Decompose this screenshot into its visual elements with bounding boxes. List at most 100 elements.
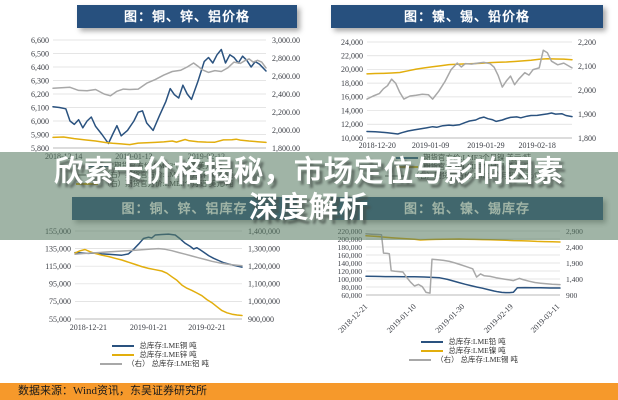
chart-title-copper-zinc-aluminum-price: 图：铜、锌、铝价格 — [77, 5, 297, 28]
left-axis-tick-label: 6,300 — [31, 76, 49, 85]
right-axis-tick-label: 1,300,000 — [248, 244, 280, 253]
legend-line-marker — [100, 362, 123, 365]
data-source-footer: 数据来源：Wind资讯，东吴证券研究所 — [0, 383, 618, 400]
left-axis-tick-label: 55,000 — [49, 315, 71, 324]
left-axis-tick-label: 135,000 — [45, 244, 71, 253]
right-axis-tick-label: 2,600.00 — [272, 72, 300, 81]
series-line — [52, 58, 267, 97]
x-axis-date-label: 2019-02-21 — [188, 323, 225, 332]
right-axis-tick-label: 2,400 — [566, 243, 583, 252]
left-axis-tick-label: 160,000 — [338, 251, 363, 260]
legend-line-marker — [409, 358, 432, 361]
right-axis-tick-label: 2,200.00 — [272, 108, 300, 117]
left-axis-tick-label: 6,600 — [31, 36, 49, 45]
right-axis-tick-label: 2,100 — [578, 62, 596, 71]
series-line — [365, 275, 561, 294]
x-axis-date-label: 2019-01-10 — [385, 302, 418, 335]
right-axis-tick-label: 2,200 — [578, 38, 596, 47]
left-axis-tick-label: 24,000 — [341, 38, 363, 47]
legend-label: 总库存:LME锌 吨 — [139, 350, 197, 359]
right-axis-tick-label: 2,000.00 — [272, 126, 300, 135]
x-axis-date-label: 2019-01-30 — [434, 302, 467, 335]
legend-line-marker — [421, 349, 444, 352]
x-axis-date-label: 2018-12-20 — [359, 141, 396, 150]
x-axis-date-label: 2018-12-21 — [70, 323, 107, 332]
series-line — [366, 49, 573, 100]
left-axis-tick-label: 115,000 — [45, 262, 71, 271]
left-axis-tick-label: 75,000 — [49, 297, 71, 306]
right-axis-tick-label: 2,000 — [578, 86, 596, 95]
left-axis-tick-label: 120,000 — [338, 267, 363, 276]
left-axis-tick-label: 18,000 — [341, 79, 363, 88]
left-axis-tick-label: 12,000 — [341, 120, 363, 129]
banner-title-line2: 深度解析 — [248, 192, 369, 224]
left-axis-tick-label: 6,200 — [31, 90, 49, 99]
right-axis-tick-label: 900 — [566, 291, 578, 300]
series-line — [366, 112, 573, 135]
right-axis-tick-label: 1,400 — [566, 275, 583, 284]
left-axis-tick-label: 95,000 — [49, 280, 71, 289]
series-line — [365, 233, 561, 294]
left-axis-tick-label: 100,000 — [338, 275, 363, 284]
legend-row: （右） 总库存:LME铝 吨 — [100, 359, 209, 368]
x-axis-date-label: 2019-02-19 — [482, 302, 515, 335]
left-axis-tick-label: 140,000 — [338, 259, 363, 268]
legend-label: （右） 总库存:LME铝 吨 — [127, 359, 209, 368]
left-axis-tick-label: 16,000 — [341, 93, 363, 102]
series-line — [52, 136, 267, 146]
right-axis-tick-label: 3,000.00 — [272, 36, 300, 45]
inventory-chart-copper-zinc-aluminum-plot: 155,000135,000115,00095,00075,00055,0001… — [45, 227, 280, 332]
left-axis-tick-label: 22,000 — [341, 52, 363, 61]
chart-title-nickel-tin-lead-price: 图：镍、锡、铅价格 — [331, 5, 603, 28]
x-axis-date-label: 2019-01-21 — [130, 323, 167, 332]
legend-row: 总库存:LME锌 吨 — [112, 350, 197, 359]
banner-overlay: 欣索卡价格揭秘，市场定位与影响因素 深度解析 — [0, 152, 618, 240]
x-axis-date-label: 2019-02-18 — [518, 141, 555, 150]
legend-copper-zinc-aluminum-inventory: 总库存:LME铜 吨总库存:LME锌 吨（右） 总库存:LME铝 吨 — [0, 341, 309, 368]
right-axis-tick-label: 1,200,000 — [248, 262, 280, 271]
x-axis-date-label: 2019-01-29 — [467, 141, 504, 150]
legend-label: （右） 总库存:LME锡 吨 — [436, 355, 518, 364]
legend-label: 总库存:LME镍 吨 — [448, 346, 506, 355]
left-axis-tick-label: 6,000 — [31, 117, 49, 126]
right-axis-tick-label: 1,900 — [578, 110, 596, 119]
left-axis-tick-label: 10,000 — [341, 134, 363, 143]
series-line — [52, 48, 267, 145]
legend-row: 总库存:LME镍 吨 — [421, 346, 506, 355]
right-axis-tick-label: 1,900 — [566, 259, 583, 268]
left-axis-tick-label: 20,000 — [341, 65, 363, 74]
legend-line-marker — [421, 340, 444, 343]
legend-line-marker — [112, 344, 135, 347]
right-axis-tick-label: 900,000 — [248, 315, 274, 324]
x-axis-date-label: 2019-01-09 — [412, 141, 449, 150]
x-axis-date-label: 2018-12-21 — [337, 302, 370, 335]
right-axis-tick-label: 1,800 — [578, 134, 596, 143]
legend-label: 总库存:LME铜 吨 — [139, 341, 197, 350]
price-chart-nickel-tin-lead-plot: 24,000 22,000 20,000 18,000 16,000 14,000 12,0… — [341, 38, 596, 150]
right-axis-tick-label: 1,100,000 — [248, 280, 280, 289]
left-axis-tick-label: 5,800 — [31, 144, 49, 153]
left-axis-tick-label: 60,000 — [341, 291, 362, 300]
legend-row: 总库存:LME铜 吨 — [112, 341, 197, 350]
left-axis-tick-label: 80,000 — [341, 283, 362, 292]
left-axis-tick-label: 6,100 — [31, 103, 49, 112]
left-axis-tick-label: 14,000 — [341, 106, 363, 115]
left-axis-tick-label: 6,400 — [31, 63, 49, 72]
series-line — [74, 248, 243, 317]
right-axis-tick-label: 2,800.00 — [272, 54, 300, 63]
left-axis-tick-label: 180,000 — [338, 243, 363, 252]
right-axis-tick-label: 1,000,000 — [248, 297, 280, 306]
banner-title-line1: 欣索卡价格揭秘，市场定位与影响因素 — [53, 156, 564, 188]
legend-label: 总库存:LME铅 吨 — [448, 337, 506, 346]
left-axis-tick-label: 6,500 — [31, 49, 49, 58]
legend-lead-nickel-tin-inventory: 总库存:LME铅 吨总库存:LME镍 吨（右） 总库存:LME锡 吨 — [309, 337, 618, 364]
legend-row: 总库存:LME铅 吨 — [421, 337, 506, 346]
right-axis-tick-label: 1,800.00 — [272, 144, 300, 153]
legend-line-marker — [112, 353, 135, 356]
right-axis-tick-label: 2,400.00 — [272, 90, 300, 99]
series-line — [74, 247, 243, 267]
left-axis-tick-label: 5,900 — [31, 130, 49, 139]
x-axis-date-label: 2019-03-11 — [529, 302, 562, 335]
legend-row: （右） 总库存:LME锡 吨 — [409, 355, 518, 364]
